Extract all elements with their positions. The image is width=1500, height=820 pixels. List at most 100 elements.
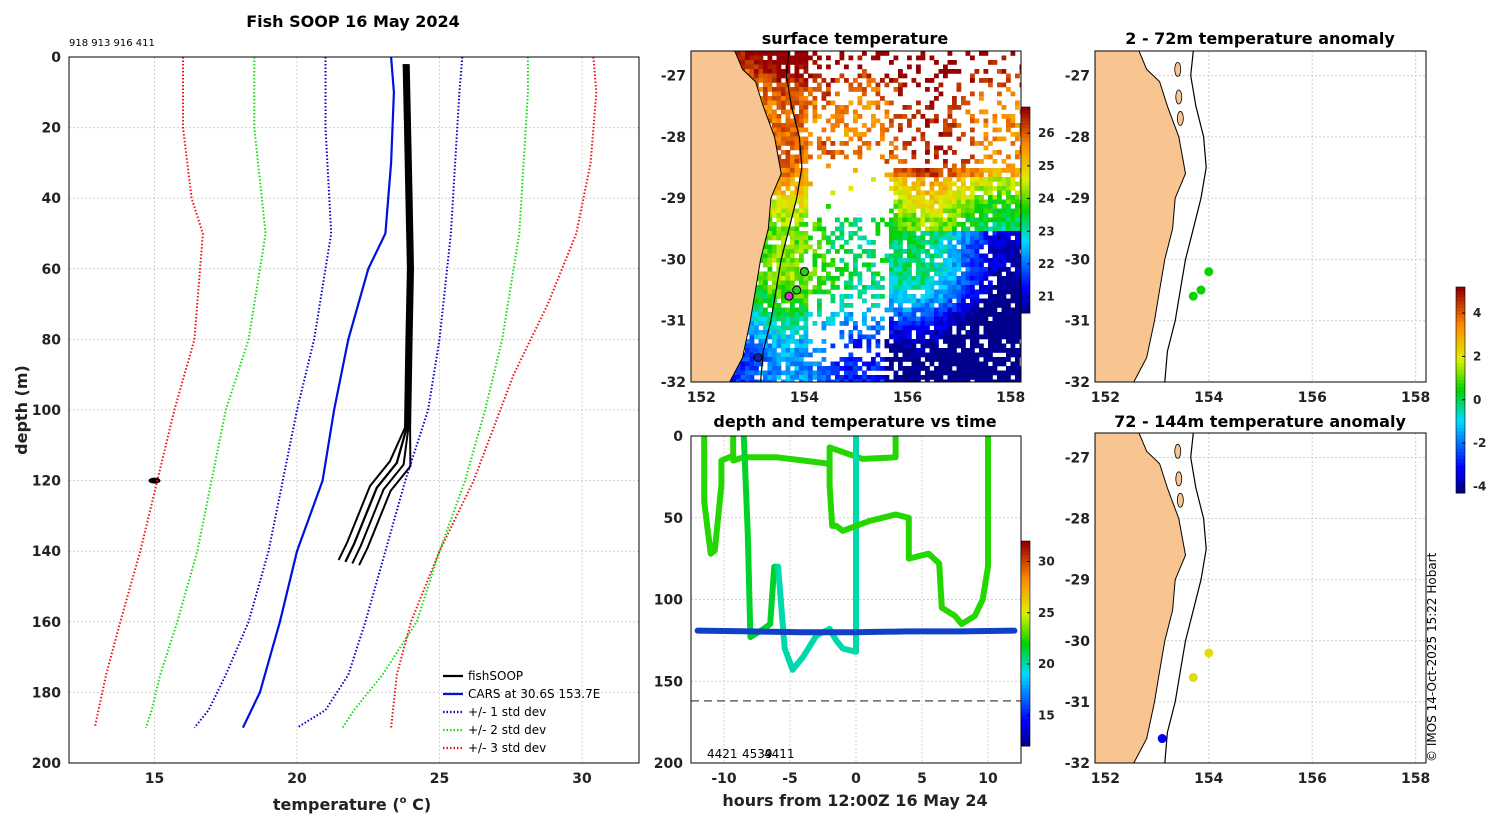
profile-ytick-label: 160 bbox=[32, 615, 61, 631]
sst-pixel bbox=[907, 271, 912, 277]
sst-pixel bbox=[952, 321, 957, 326]
sst-pixel bbox=[785, 375, 791, 380]
timeseries-track bbox=[826, 436, 991, 627]
sst-pixel bbox=[803, 181, 809, 187]
sst-pixel bbox=[844, 262, 849, 268]
sst-pixel bbox=[853, 339, 858, 344]
sst-pixel bbox=[920, 298, 926, 304]
sst-pixel bbox=[1010, 271, 1016, 277]
sst-pixel bbox=[767, 60, 773, 65]
sst-pixel bbox=[776, 262, 782, 268]
anomaly-colorbar-segment bbox=[1456, 348, 1465, 353]
sst-pixel bbox=[1015, 280, 1020, 286]
sst-pixel bbox=[830, 154, 836, 160]
sst-pixel bbox=[916, 249, 921, 254]
sst-pixel bbox=[911, 244, 917, 250]
sst-pixel bbox=[956, 289, 962, 295]
sst-pixel bbox=[947, 289, 953, 295]
sst-pixel bbox=[992, 253, 998, 259]
sst-pixel bbox=[920, 321, 926, 326]
sst-pixel bbox=[808, 339, 813, 344]
sst-pixel bbox=[1001, 168, 1007, 173]
sst-pixel bbox=[961, 213, 966, 218]
sst-pixel bbox=[772, 370, 777, 376]
sst-pixel bbox=[907, 217, 912, 223]
sst-pixel bbox=[758, 280, 764, 286]
timeseries-colorbar-segment bbox=[1021, 728, 1030, 733]
anomaly-colorbar-segment bbox=[1456, 338, 1465, 343]
sst-pixel bbox=[992, 213, 998, 218]
sst-pixel bbox=[902, 249, 908, 254]
sst-pixel bbox=[794, 339, 800, 344]
sst-pixel bbox=[943, 276, 948, 281]
sst-pixel bbox=[902, 370, 908, 376]
sst-pixel bbox=[979, 334, 984, 340]
sst-pixel bbox=[947, 280, 953, 286]
sst-pixel bbox=[898, 222, 903, 227]
sst-pixel bbox=[799, 118, 804, 124]
sst-pixel bbox=[943, 64, 948, 70]
sst-pixel bbox=[794, 100, 800, 106]
sst-pixel bbox=[1015, 321, 1020, 326]
sst-pixel bbox=[884, 307, 890, 313]
sst-pixel bbox=[1001, 213, 1007, 218]
sst-pixel bbox=[952, 316, 957, 322]
sst-pixel bbox=[970, 316, 975, 322]
sst-pixel bbox=[893, 357, 899, 362]
sst-pixel bbox=[983, 253, 989, 259]
sst-colorbar-segment bbox=[1021, 137, 1030, 142]
sst-pixel bbox=[736, 55, 741, 61]
profile-series-line-7 bbox=[390, 57, 598, 728]
sst-pixel bbox=[965, 316, 971, 322]
sst-pixel bbox=[983, 145, 989, 151]
sst-pixel bbox=[1015, 312, 1020, 317]
sst-pixel bbox=[826, 249, 831, 254]
sst-pixel bbox=[763, 240, 768, 245]
profile-ylabel: depth (m) bbox=[12, 365, 31, 455]
sst-pixel bbox=[785, 168, 791, 173]
sst-pixel bbox=[898, 186, 903, 191]
sst-pixel bbox=[961, 181, 966, 187]
sst-pixel bbox=[871, 276, 876, 281]
timeseries-colorbar-segment bbox=[1021, 742, 1030, 747]
sst-pixel bbox=[938, 321, 944, 326]
sst-pixel bbox=[1015, 370, 1020, 376]
sst-pixel bbox=[803, 375, 809, 380]
timeseries-colorbar-segment bbox=[1021, 588, 1030, 593]
sst-pixel bbox=[803, 159, 809, 164]
sst-pixel bbox=[799, 127, 804, 133]
sst-pixel bbox=[880, 136, 885, 142]
sst-pixel bbox=[956, 213, 962, 218]
sst-pixel bbox=[880, 316, 885, 322]
sst-pixel bbox=[907, 199, 912, 205]
sst-pixel bbox=[799, 100, 804, 106]
sst-pixel bbox=[893, 240, 899, 245]
sst-pixel bbox=[826, 82, 831, 88]
sst-pixel bbox=[956, 379, 962, 382]
sst-pixel bbox=[767, 258, 773, 263]
sst-pixel bbox=[848, 352, 854, 358]
timeseries-colorbar-segment bbox=[1021, 691, 1030, 696]
sst-pixel bbox=[961, 177, 966, 182]
sst-pixel bbox=[866, 240, 872, 245]
sst-pixel bbox=[830, 366, 836, 371]
sst-pixel bbox=[875, 82, 881, 88]
sst-pixel bbox=[776, 105, 782, 110]
sst-pixel bbox=[907, 325, 912, 331]
sst-pixel bbox=[970, 190, 975, 196]
sst-pixel bbox=[997, 379, 1002, 382]
sst-pixel bbox=[776, 253, 782, 259]
sst-pixel bbox=[956, 136, 962, 142]
sst-pixel bbox=[947, 343, 953, 349]
sst-pixel bbox=[974, 361, 980, 367]
sst-pixel bbox=[911, 348, 917, 353]
sst-pixel bbox=[916, 366, 921, 371]
sst-colorbar-segment bbox=[1021, 278, 1030, 283]
sst-pixel bbox=[920, 352, 926, 358]
sst-pixel bbox=[830, 298, 836, 304]
sst-pixel bbox=[835, 123, 840, 128]
sst-pixel bbox=[853, 357, 858, 362]
sst-pixel bbox=[830, 258, 836, 263]
sst-xtick-label: 156 bbox=[893, 390, 922, 406]
sst-pixel bbox=[871, 285, 876, 290]
